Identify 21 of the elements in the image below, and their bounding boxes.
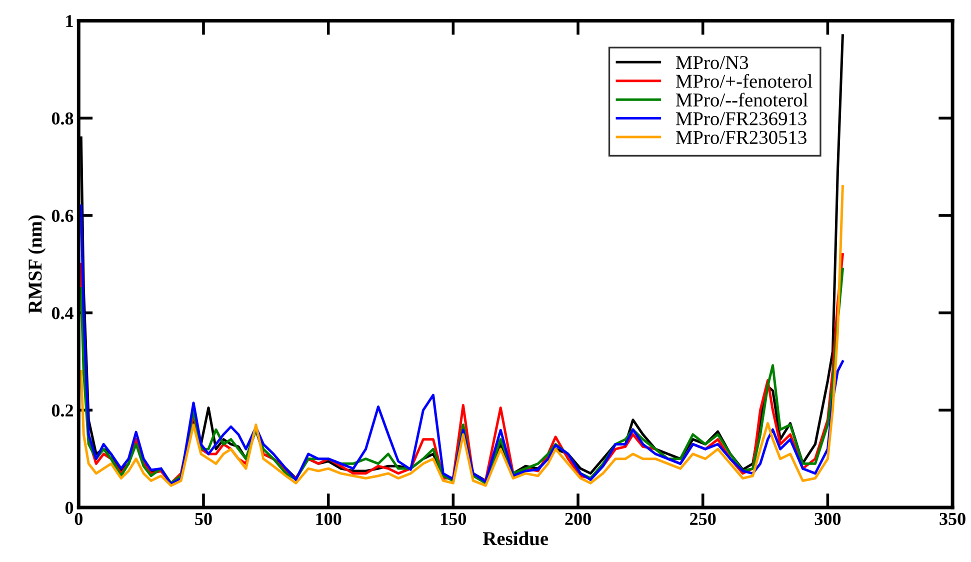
y-tick-label: 0: [65, 502, 74, 514]
legend-label: MPro/FR236913: [676, 112, 806, 126]
legend-label: MPro/--fenoterol: [676, 92, 808, 107]
x-tick-label: 250: [690, 512, 716, 526]
legend-label: MPro/FR230513: [676, 130, 806, 144]
x-tick-label: 100: [316, 512, 342, 526]
x-tick-label: 0: [74, 512, 82, 526]
legend-label: MPro/N3: [676, 56, 748, 70]
x-tick-label: 50: [195, 512, 212, 526]
legend-label: MPro/+-fenoterol: [676, 74, 812, 88]
y-tick-label: 0.6: [52, 210, 74, 222]
x-tick-label: 200: [565, 512, 591, 526]
x-tick-label: 350: [940, 512, 966, 526]
x-tick-label: 300: [814, 512, 841, 526]
y-tick-label: 0.4: [52, 307, 74, 320]
x-axis-title: Residue: [482, 532, 548, 546]
y-axis-title: RMSF (nm): [28, 215, 46, 314]
y-tick-label: 1: [66, 15, 73, 28]
y-tick-label: 0.8: [52, 112, 74, 125]
y-tick-label: 0.2: [52, 404, 74, 417]
x-tick-label: 150: [441, 512, 466, 526]
